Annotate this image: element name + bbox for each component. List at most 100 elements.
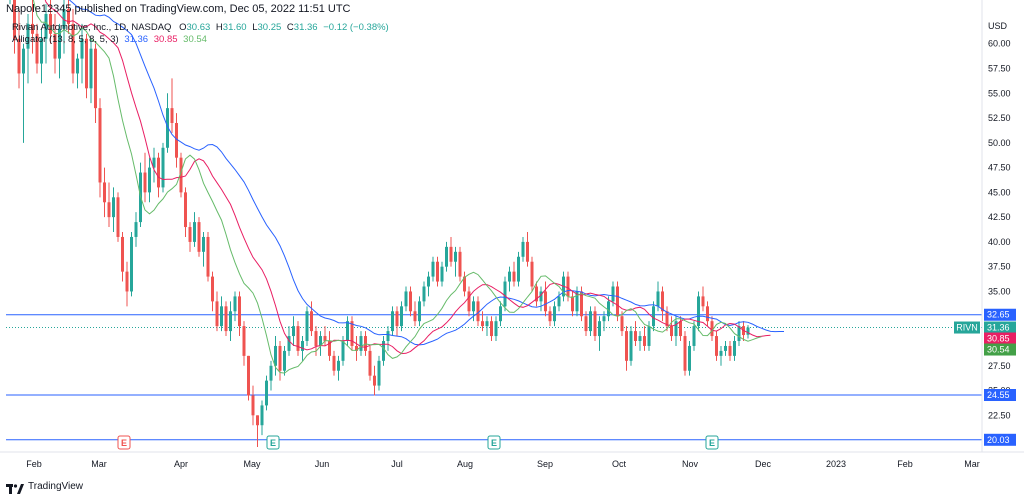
x-tick-label: Oct <box>612 459 627 469</box>
candle-down <box>85 38 88 89</box>
x-tick-label: Dec <box>755 459 772 469</box>
y-tick-label: 22.50 <box>988 410 1011 420</box>
candle-down <box>211 276 214 302</box>
candle-up <box>319 336 322 346</box>
ohlc-low: 30.25 <box>257 22 282 33</box>
candle-down <box>458 251 462 277</box>
candle-down <box>98 108 102 183</box>
candle-down <box>616 286 619 317</box>
indicator-row: Alligator (13, 8, 5, 8, 5, 3) 31.36 30.8… <box>12 34 389 46</box>
candle-down <box>224 306 228 332</box>
candle-down <box>251 395 255 416</box>
candle-up <box>134 222 138 237</box>
symbol-tag-label: RIVN <box>956 323 978 333</box>
level-price-tag <box>984 389 1016 402</box>
indicator-price-tag <box>984 332 1016 345</box>
candle-down <box>409 291 412 312</box>
candle-down <box>94 48 97 109</box>
candle-down <box>332 355 336 371</box>
y-tick-label: 47.50 <box>988 163 1011 173</box>
candle-up <box>688 345 691 371</box>
candle-down <box>71 23 75 74</box>
y-tick-label: 52.50 <box>988 113 1011 123</box>
alligator-lips-line <box>32 0 762 374</box>
candle-down <box>620 316 624 332</box>
candle-down <box>544 291 547 312</box>
candle-up <box>503 281 507 307</box>
earnings-marker-label: E <box>121 438 127 448</box>
candle-up <box>76 58 79 74</box>
x-tick-label: Aug <box>457 459 473 469</box>
candle-down <box>481 321 484 327</box>
candle-down <box>467 291 471 312</box>
earnings-marker <box>117 435 131 450</box>
candle-up <box>112 197 115 218</box>
candle-up <box>404 291 408 307</box>
symbol-description[interactable]: Rivian Automotive, Inc., 1D, NASDAQ <box>12 22 172 33</box>
candle-up <box>202 236 205 252</box>
candle-down <box>247 355 250 396</box>
candle-up <box>265 380 268 406</box>
candle-down <box>395 311 399 327</box>
candle-up <box>418 301 421 322</box>
indicator-price-tag-label: 30.54 <box>987 345 1010 355</box>
symbol-row: Rivian Automotive, Inc., 1D, NASDAQ O30.… <box>12 22 389 34</box>
candle-down <box>125 271 129 292</box>
indicator-price-tag-label: 31.36 <box>987 323 1010 333</box>
candle-up <box>629 331 633 361</box>
candle-up <box>193 222 196 242</box>
candle-up <box>692 326 696 346</box>
candle-down <box>17 38 21 74</box>
candle-up <box>499 306 502 322</box>
x-tick-label: Sep <box>537 459 553 469</box>
candle-down <box>463 276 466 292</box>
candle-down <box>526 241 529 262</box>
x-tick-label: Mar <box>91 459 107 469</box>
candle-up <box>598 321 601 337</box>
y-tick-label: 27.50 <box>988 361 1011 371</box>
candle-up <box>494 321 498 337</box>
ohlc-close: 31.36 <box>293 22 318 33</box>
candle-up <box>26 23 30 49</box>
candle-up <box>62 9 66 29</box>
candle-down <box>476 301 480 322</box>
candle-up <box>305 311 309 341</box>
candle-down <box>706 306 709 322</box>
candle-down <box>625 331 628 361</box>
candle-down <box>242 326 246 356</box>
indicator-price-tag <box>984 321 1016 334</box>
candle-down <box>580 291 583 317</box>
candle-down <box>157 157 160 188</box>
earnings-marker-label: E <box>491 438 497 448</box>
candle-up <box>80 38 84 59</box>
candle-down <box>593 311 597 337</box>
x-tick-label: Mar <box>964 459 980 469</box>
candle-down <box>256 415 259 426</box>
tradingview-logo-icon <box>6 481 24 494</box>
candle-up <box>283 350 286 371</box>
candle-down <box>413 311 417 322</box>
earnings-marker <box>705 435 719 450</box>
candle-up <box>602 316 606 322</box>
indicator-name[interactable]: Alligator (13, 8, 5, 8, 5, 3) <box>12 34 119 45</box>
time-axis[interactable]: Feb Mar Apr May Jun Jul Aug Sep Oct Nov Dec 2023 Feb… <box>26 459 980 469</box>
teeth-value: 30.85 <box>153 34 178 45</box>
candle-down <box>368 350 372 376</box>
y-tick-label: 60.00 <box>988 39 1011 49</box>
symbol-tag <box>954 321 980 334</box>
candle-up <box>377 360 381 386</box>
y-tick-label: 50.00 <box>988 138 1011 148</box>
tradingview-brand[interactable]: TradingView <box>28 480 84 492</box>
candle-up <box>166 108 169 148</box>
candle-down <box>13 0 16 39</box>
chart-legend: Rivian Automotive, Inc., 1D, NASDAQ O30.… <box>12 22 389 46</box>
candle-up <box>737 326 741 341</box>
candle-up <box>440 266 444 282</box>
footer: TradingView <box>6 478 83 494</box>
candle-up <box>485 321 489 327</box>
candle-down <box>710 321 714 337</box>
candle-down <box>584 316 588 332</box>
